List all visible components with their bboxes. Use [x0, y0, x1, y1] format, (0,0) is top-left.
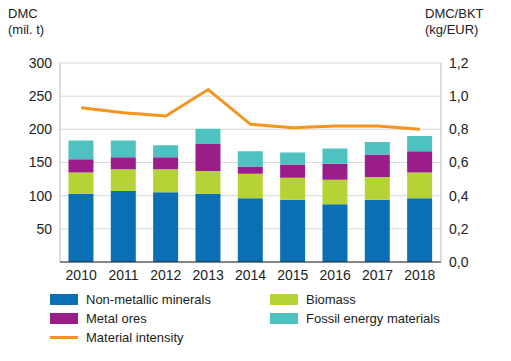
svg-text:2013: 2013 — [193, 267, 224, 283]
svg-text:2012: 2012 — [150, 267, 181, 283]
html-text:DMC/BKT (kg/EUR): DMC/BKT (kg/EUR) — [425, 6, 484, 37]
svg-text:2016: 2016 — [320, 267, 351, 283]
html-text:Material intensity: Material intensity — [86, 330, 184, 345]
svg-text:200: 200 — [29, 121, 53, 137]
svg-text:0,0: 0,0 — [449, 254, 469, 270]
html-text:Metal ores: Metal ores — [86, 311, 147, 326]
svg-text:0,8: 0,8 — [449, 121, 469, 137]
svg-text:2017: 2017 — [362, 267, 393, 283]
svg-text:100: 100 — [29, 188, 53, 204]
svg-text:50: 50 — [36, 221, 52, 237]
svg-text:0,6: 0,6 — [449, 154, 469, 170]
svg-text:2018: 2018 — [404, 267, 435, 283]
svg-text:250: 250 — [29, 88, 53, 104]
html-text:Biomass: Biomass — [306, 292, 356, 307]
svg-text:0,2: 0,2 — [449, 221, 469, 237]
html-text:Non-metallic minerals: Non-metallic minerals — [86, 292, 211, 307]
svg-text:150: 150 — [29, 154, 53, 170]
svg-text:2014: 2014 — [235, 267, 266, 283]
svg-text:2011: 2011 — [108, 267, 138, 283]
html-text:DMC (mil. t): DMC (mil. t) — [8, 6, 45, 37]
svg-text:300: 300 — [29, 55, 53, 71]
html-text:Fossil energy materials: Fossil energy materials — [306, 311, 440, 326]
svg-text:1,2: 1,2 — [449, 55, 469, 71]
svg-text:0,4: 0,4 — [449, 188, 469, 204]
svg-text:1,0: 1,0 — [449, 88, 469, 104]
svg-text:2010: 2010 — [66, 267, 97, 283]
svg-text:2015: 2015 — [277, 267, 308, 283]
